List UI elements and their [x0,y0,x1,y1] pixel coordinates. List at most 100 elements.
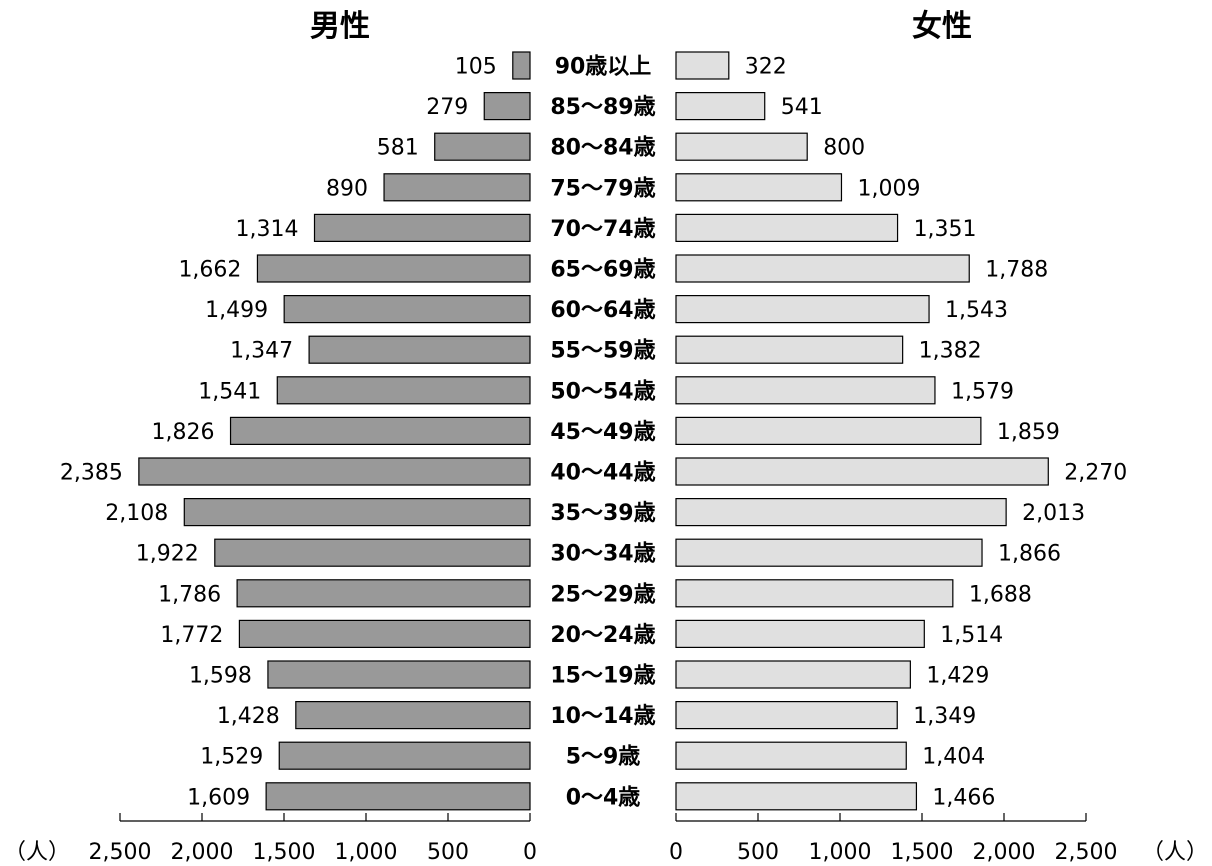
age-group-label: 70〜74歳 [550,217,655,242]
male-bar [183,498,531,527]
male-value-label: 279 [426,95,468,120]
age-group-label: 20〜24歳 [550,623,655,648]
female-bar [675,173,843,202]
female-bar [675,51,730,80]
female-bar [675,498,1007,527]
female-bar [675,619,925,649]
age-group-label: 65〜69歳 [550,258,655,283]
age-group-label: 0〜4歳 [566,785,641,810]
female-tick-label: 2,500 [1055,840,1118,865]
female-value-label: 322 [745,55,787,80]
age-group-label: 45〜49歳 [550,420,655,445]
male-tick-label: 0 [523,840,537,865]
male-tick-label: 500 [427,840,469,865]
female-tick-label: 500 [737,840,779,865]
male-bar [383,173,531,202]
female-value-label: 1,866 [998,542,1061,567]
male-unit-label: （人） [4,840,70,865]
male-value-label: 1,347 [230,339,293,364]
female-bar [675,741,907,770]
male-bar [313,213,531,242]
female-bar [675,91,766,121]
series-header-female: 女性 [912,9,972,44]
male-value-label: 1,541 [198,379,261,404]
male-bar [229,416,531,445]
age-group-label: 60〜64歳 [550,298,655,323]
female-value-label: 1,514 [940,623,1003,648]
male-bar [483,91,531,121]
age-group-label: 15〜19歳 [550,664,655,689]
female-bar [675,295,930,324]
female-value-label: 1,859 [997,420,1060,445]
male-value-label: 1,826 [152,420,215,445]
female-value-label: 1,382 [919,339,982,364]
male-tick-label: 2,000 [171,840,234,865]
male-value-label: 1,922 [136,542,199,567]
male-value-label: 1,428 [217,704,280,729]
female-tick-label: 0 [669,840,683,865]
female-value-label: 1,466 [932,785,995,810]
male-bar [138,457,531,486]
age-group-label: 35〜39歳 [550,501,655,526]
male-bar [256,254,531,283]
male-bar [295,700,531,730]
male-value-label: 2,385 [60,461,123,486]
female-tick-label: 1,500 [891,840,954,865]
female-value-label: 1,688 [969,582,1032,607]
female-bar [675,700,898,730]
female-bar [675,660,911,689]
female-value-label: 1,009 [857,176,920,201]
age-group-label: 90歳以上 [555,55,652,80]
female-value-label: 800 [823,136,865,161]
age-group-label: 80〜84歳 [550,136,655,161]
female-value-label: 1,543 [945,298,1008,323]
female-unit-label: （人） [1142,840,1208,865]
female-value-label: 1,579 [951,379,1014,404]
female-value-label: 1,404 [922,745,985,770]
age-group-label: 50〜54歳 [550,379,655,404]
male-bar [283,295,531,324]
male-bar [276,376,531,405]
male-value-label: 890 [326,176,368,201]
female-bar [675,213,899,242]
age-group-label: 40〜44歳 [550,461,655,486]
male-tick-label: 1,500 [253,840,316,865]
male-value-label: 1,314 [236,217,299,242]
male-bar [236,579,531,608]
age-group-label: 85〜89歳 [550,95,655,120]
age-group-label: 30〜34歳 [550,542,655,567]
female-tick-label: 1,000 [809,840,872,865]
male-value-label: 1,786 [158,582,221,607]
female-bar [675,335,904,364]
female-bar [675,579,954,608]
male-value-label: 1,772 [160,623,223,648]
female-value-label: 541 [781,95,823,120]
female-bar [675,376,936,405]
male-value-label: 1,662 [178,258,241,283]
female-value-label: 2,270 [1064,461,1127,486]
male-value-label: 1,609 [187,785,250,810]
age-group-label: 25〜29歳 [550,582,655,607]
female-bar [675,132,808,161]
series-header-male: 男性 [310,9,370,44]
male-tick-label: 1,000 [335,840,398,865]
female-bar [675,254,970,283]
female-bar [675,457,1049,486]
male-value-label: 2,108 [105,501,168,526]
age-group-label: 5〜9歳 [566,745,641,770]
male-bar [512,51,531,80]
female-value-label: 1,351 [914,217,977,242]
female-bar [675,538,983,567]
male-value-label: 581 [377,136,419,161]
female-value-label: 1,349 [913,704,976,729]
female-bar [675,782,918,811]
female-value-label: 2,013 [1022,501,1085,526]
male-bar [267,660,531,689]
male-value-label: 1,499 [205,298,268,323]
female-bar [675,416,982,445]
female-value-label: 1,788 [985,258,1048,283]
female-value-label: 1,429 [926,664,989,689]
male-value-label: 1,598 [189,664,252,689]
male-value-label: 1,529 [200,745,263,770]
